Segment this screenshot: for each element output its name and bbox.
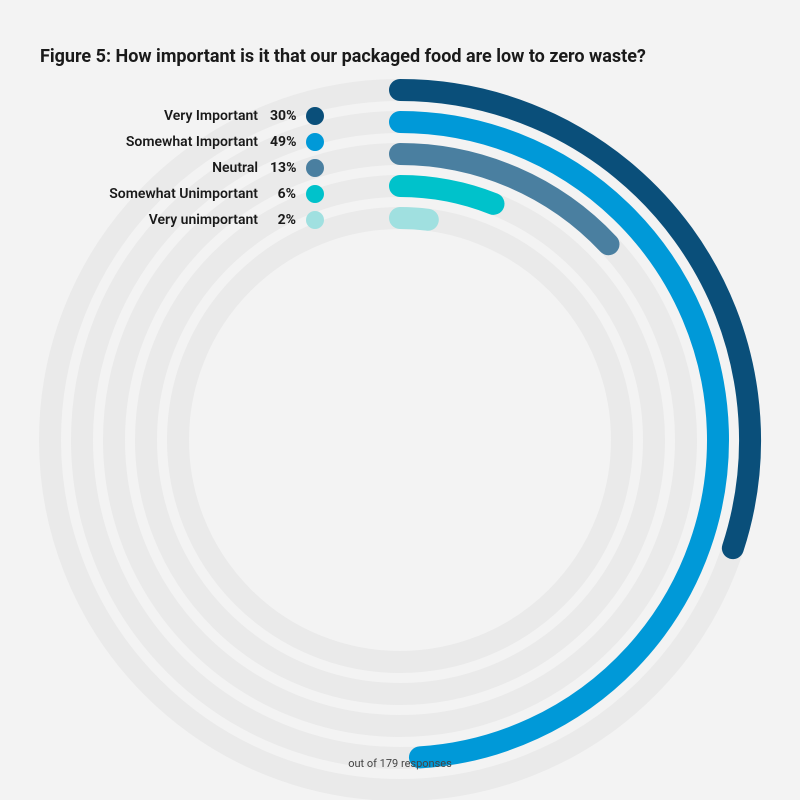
- legend-label: Neutral: [40, 160, 270, 176]
- legend-swatch: [306, 107, 324, 125]
- ring-track: [114, 154, 686, 726]
- ring-track: [146, 186, 654, 694]
- legend-row: Somewhat Unimportant6%: [40, 185, 760, 203]
- legend-swatch: [306, 185, 324, 203]
- legend-row: Somewhat Important49%: [40, 133, 760, 151]
- legend-label: Very Important: [40, 108, 270, 124]
- chart-container: Figure 5: How important is it that our p…: [0, 0, 800, 800]
- legend-swatch: [306, 211, 324, 229]
- legend-label: Somewhat Important: [40, 134, 270, 150]
- legend-swatch: [306, 159, 324, 177]
- legend-value: 13%: [270, 160, 306, 176]
- legend-label: Somewhat Unimportant: [40, 186, 270, 202]
- legend-swatch: [306, 133, 324, 151]
- legend: Very Important30%Somewhat Important49%Ne…: [40, 107, 760, 229]
- legend-row: Very unimportant2%: [40, 211, 760, 229]
- legend-value: 6%: [270, 186, 306, 202]
- legend-value: 49%: [270, 134, 306, 150]
- chart-title: Figure 5: How important is it that our p…: [40, 46, 760, 67]
- chart-footer: out of 179 responses: [0, 757, 800, 770]
- legend-row: Neutral13%: [40, 159, 760, 177]
- legend-value: 2%: [270, 212, 306, 228]
- legend-label: Very unimportant: [40, 212, 270, 228]
- legend-row: Very Important30%: [40, 107, 760, 125]
- ring-track: [178, 218, 622, 662]
- legend-value: 30%: [270, 108, 306, 124]
